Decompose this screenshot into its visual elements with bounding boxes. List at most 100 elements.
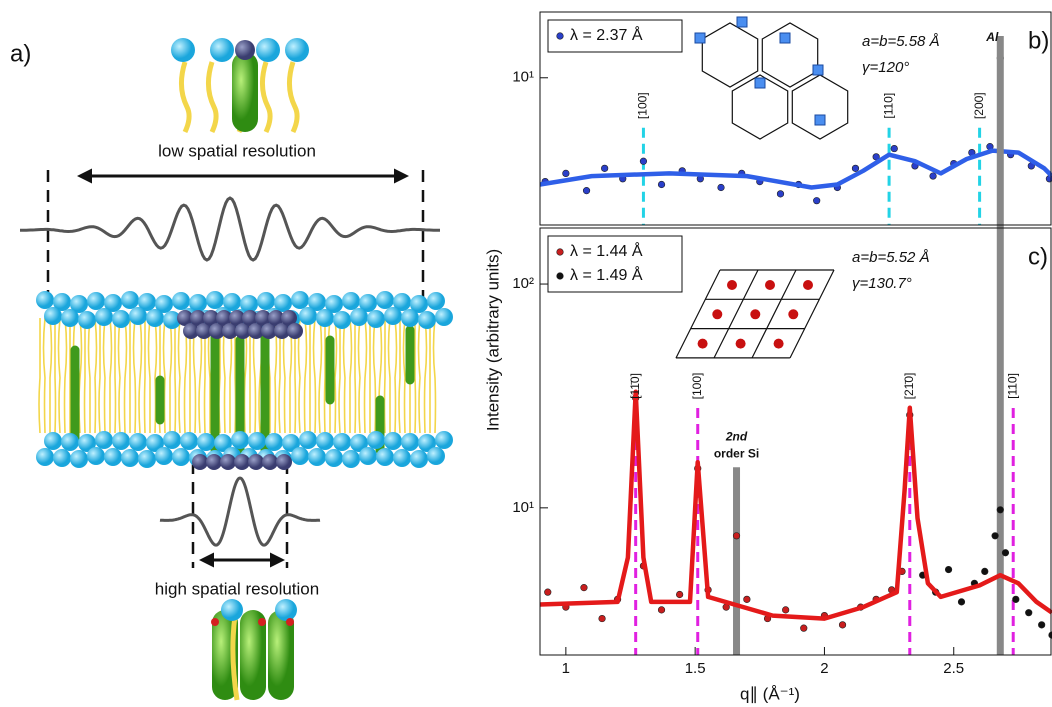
data-point (958, 599, 965, 606)
head-group (308, 448, 326, 466)
data-point (1025, 609, 1032, 616)
lipid-tail (134, 318, 136, 433)
head-group (172, 292, 190, 310)
head-group (172, 448, 190, 466)
lipid-tail (39, 318, 40, 433)
head-group (427, 447, 445, 465)
lipid-tail (149, 318, 151, 433)
lipid-tail (115, 318, 116, 433)
head-group (171, 38, 195, 62)
head-group (435, 308, 453, 326)
x-tick-label: 2 (820, 660, 828, 677)
data-point (997, 507, 1004, 514)
protein-head (287, 323, 303, 339)
head-group (418, 311, 436, 329)
head-group (265, 433, 283, 451)
data-point (718, 184, 725, 191)
head-group (44, 307, 62, 325)
plot-area (540, 55, 1052, 225)
reference-label: [100] (636, 92, 650, 119)
reference-label: [110] (881, 93, 895, 119)
lipid-tail (425, 318, 427, 433)
head-group (231, 431, 249, 449)
plot-area (540, 392, 1052, 655)
lipid-tail (335, 318, 337, 433)
data-point (583, 187, 590, 194)
hexagon (792, 75, 847, 139)
lipid-tail (404, 318, 406, 433)
lipid-tail (89, 318, 91, 433)
atom (698, 339, 708, 349)
peptide (232, 52, 258, 132)
head-group (401, 433, 419, 451)
head-group (112, 432, 130, 450)
hexagon (702, 23, 757, 87)
lipid-tail (415, 318, 416, 433)
atom (774, 339, 784, 349)
lipid-tail (85, 318, 86, 433)
head-group (299, 307, 317, 325)
lipid-tail (175, 318, 176, 433)
atom (788, 309, 798, 319)
head-group (53, 449, 71, 467)
lipid-tail (419, 318, 421, 433)
high-resolution-text: high spatial resolution (155, 579, 319, 598)
head-group (257, 292, 275, 310)
head-group (435, 431, 453, 449)
band-label: order Si (714, 446, 759, 460)
lipid-tail (95, 318, 97, 433)
lipid-tail (434, 318, 436, 433)
head-group (248, 432, 266, 450)
head-group (401, 309, 419, 327)
reference-label: [110] (1005, 373, 1019, 399)
protein-head (262, 454, 278, 470)
lipid-tail (374, 318, 376, 433)
reference-label: [200] (972, 92, 986, 119)
lipid-tail (289, 62, 297, 132)
head-group (36, 448, 54, 466)
lipid-tail (344, 318, 346, 433)
band-label: Al (985, 30, 999, 44)
x-axis-label: q∥ (Å⁻¹) (740, 684, 800, 703)
data-point (777, 191, 784, 198)
legend-marker (557, 273, 564, 280)
lipid-tail (139, 318, 142, 433)
head-group (376, 448, 394, 466)
data-point (852, 165, 859, 172)
panel-label: b) (1028, 27, 1049, 54)
head-group (210, 38, 234, 62)
reference-label: [21̄0] (902, 373, 916, 400)
lipid-tail (44, 318, 46, 433)
lipid-tail (359, 318, 361, 433)
head-group (129, 433, 147, 451)
lipid-tail (389, 318, 391, 433)
lipid-tail (325, 318, 326, 433)
data-point (800, 625, 807, 632)
reference-label: [11̄0] (628, 373, 642, 399)
atom (765, 280, 775, 290)
atom (750, 309, 760, 319)
lipid-tail (355, 318, 356, 433)
data-point (1012, 596, 1019, 603)
fit-line (540, 392, 1052, 619)
data-point (945, 566, 952, 573)
panel-label: c) (1028, 243, 1048, 270)
head-group (285, 38, 309, 62)
lipid-tail (110, 318, 112, 433)
head-group (393, 449, 411, 467)
atom (736, 339, 746, 349)
molecule (813, 65, 823, 75)
annotation: γ=120° (862, 59, 909, 76)
annotation: a=b=5.58 Å (862, 33, 940, 50)
head-group (367, 310, 385, 328)
protein-head (192, 454, 208, 470)
protein-head (234, 454, 250, 470)
data-point (658, 181, 665, 188)
lipid-tail (305, 318, 307, 433)
head-group (112, 310, 130, 328)
wave (20, 198, 440, 260)
lipid-tail (59, 318, 61, 433)
lipid-tail (65, 318, 67, 433)
lipid-tail (314, 318, 316, 433)
o-atom (211, 618, 219, 626)
